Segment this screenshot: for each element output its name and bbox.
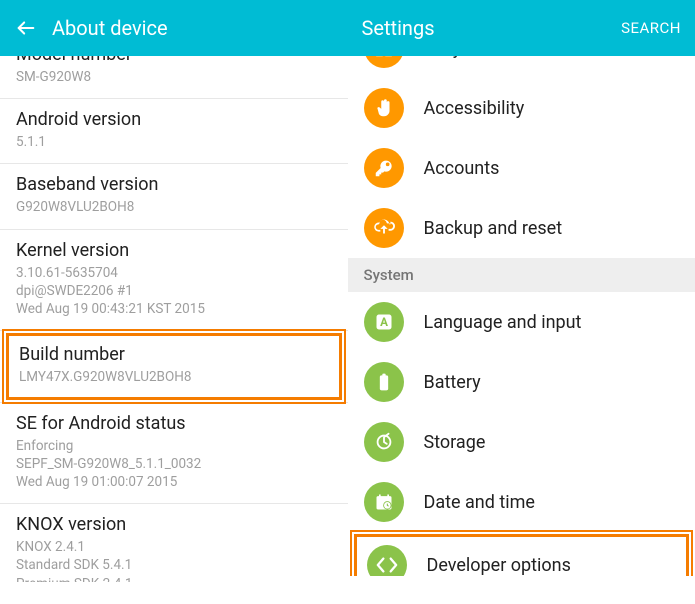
highlight-build-number: Build number LMY47X.G920W8VLU2BOH8: [6, 333, 342, 399]
about-row-sub: LMY47X.G920W8VLU2BOH8: [19, 368, 329, 386]
battery-icon: [364, 362, 404, 402]
about-device-panel: About device Model numberSM-G920W8Androi…: [0, 0, 348, 604]
settings-row[interactable]: Backup and reset: [348, 198, 695, 258]
about-row-title: KNOX version: [16, 514, 332, 535]
about-row[interactable]: SE for Android status Enforcing SEPF_SM-G…: [0, 403, 348, 505]
about-content: Model numberSM-G920W8Android version5.1.…: [0, 34, 348, 582]
about-row[interactable]: Baseband version G920W8VLU2BOH8: [0, 164, 348, 229]
about-row-title: Baseband version: [16, 174, 332, 195]
settings-row[interactable]: Battery: [348, 352, 695, 412]
key-icon: [364, 148, 404, 188]
highlight-developer-options: Developer options: [354, 534, 690, 576]
settings-row[interactable]: Date and time: [348, 472, 695, 532]
about-row-sub: Enforcing SEPF_SM-G920W8_5.1.1_0032 Wed …: [16, 437, 332, 492]
about-row[interactable]: Kernel version 3.10.61-5635704 dpi@SWDE22…: [0, 230, 348, 332]
lang-icon: A: [364, 302, 404, 342]
storage-icon: [364, 422, 404, 462]
settings-row[interactable]: Accounts: [348, 138, 695, 198]
settings-row-label: Language and input: [424, 312, 582, 333]
settings-header-title: Settings: [362, 16, 622, 40]
settings-row[interactable]: Storage: [348, 412, 695, 472]
about-row-title: Kernel version: [16, 240, 332, 261]
section-header-system: System: [348, 258, 695, 292]
about-row[interactable]: Build number LMY47X.G920W8VLU2BOH8: [9, 336, 339, 396]
about-row-sub: KNOX 2.4.1 Standard SDK 5.4.1 Premium SD…: [16, 538, 332, 582]
hand-icon: [364, 88, 404, 128]
about-row-sub: SM-G920W8: [16, 68, 332, 86]
about-header: About device: [0, 0, 348, 56]
settings-row-label: Accounts: [424, 158, 500, 179]
settings-row[interactable]: Accessibility: [348, 78, 695, 138]
settings-content: Easy modeAccessibilityAccountsBackup and…: [348, 28, 695, 576]
svg-text:A: A: [380, 315, 388, 329]
settings-row-label: Date and time: [424, 492, 535, 513]
settings-row[interactable]: A Language and input: [348, 292, 695, 352]
about-row-title: Build number: [19, 344, 329, 365]
about-row-sub: 3.10.61-5635704 dpi@SWDE2206 #1 Wed Aug …: [16, 264, 332, 319]
about-header-title: About device: [52, 16, 334, 40]
about-row[interactable]: KNOX version KNOX 2.4.1 Standard SDK 5.4.…: [0, 504, 348, 582]
settings-row-label: Battery: [424, 372, 481, 393]
settings-row[interactable]: Developer options: [357, 537, 687, 576]
date-icon: [364, 482, 404, 522]
search-button[interactable]: SEARCH: [621, 19, 681, 37]
about-row-title: SE for Android status: [16, 413, 332, 434]
settings-panel: Settings SEARCH Easy modeAccessibilityAc…: [348, 0, 695, 604]
about-row-sub: 5.1.1: [16, 133, 332, 151]
settings-row-label: Accessibility: [424, 98, 525, 119]
backup-icon: [364, 208, 404, 248]
about-row-title: Android version: [16, 109, 332, 130]
settings-row-label: Backup and reset: [424, 218, 563, 239]
about-row-sub: G920W8VLU2BOH8: [16, 198, 332, 216]
settings-row-label: Storage: [424, 432, 486, 453]
settings-header: Settings SEARCH: [348, 0, 695, 56]
back-icon[interactable]: [14, 16, 38, 40]
dev-icon: [367, 545, 407, 576]
about-row[interactable]: Android version 5.1.1: [0, 99, 348, 164]
settings-row-label: Developer options: [427, 555, 571, 576]
